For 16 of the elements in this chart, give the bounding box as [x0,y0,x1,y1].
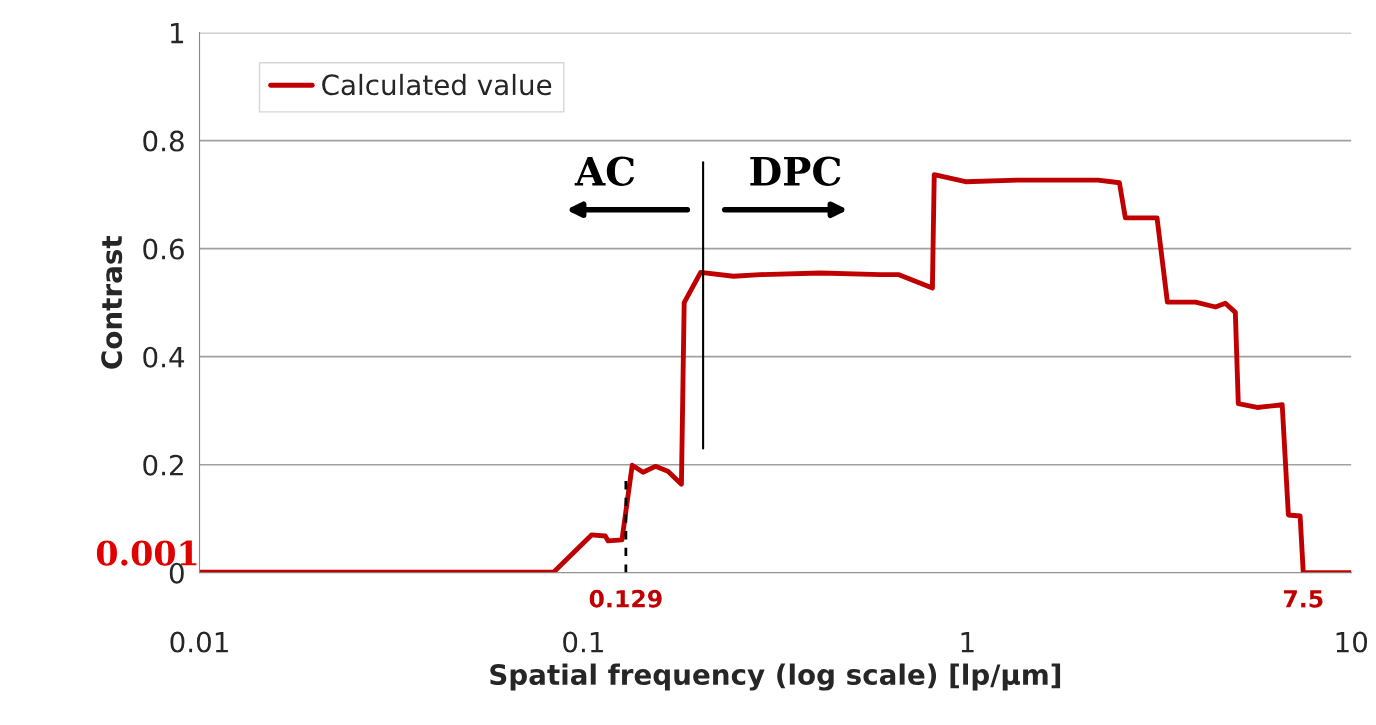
y-tick-label: 0.4 [143,346,185,368]
y-tick-label: 1 [171,22,184,44]
annotation: 7.5 [1283,590,1323,608]
x-axis-title: Spatial frequency (log scale) [lp/μm] [490,663,1061,691]
annotation: 0.129 [589,589,662,608]
annotation: AC [574,156,635,186]
x-tick-label: 0.01 [170,631,228,653]
y-tick-label: 0.8 [143,130,184,152]
y-tick-label: 0.2 [143,454,183,476]
x-tick-label: 1 [961,631,974,653]
annotation: DPC [750,156,841,186]
x-tick-label: 0.1 [563,631,603,653]
legend-label: Calculated value [322,73,552,96]
y-axis-title: Contrast [101,235,123,369]
y-tick-label: 0.6 [143,238,184,260]
x-tick-label: 10 [1336,631,1368,653]
